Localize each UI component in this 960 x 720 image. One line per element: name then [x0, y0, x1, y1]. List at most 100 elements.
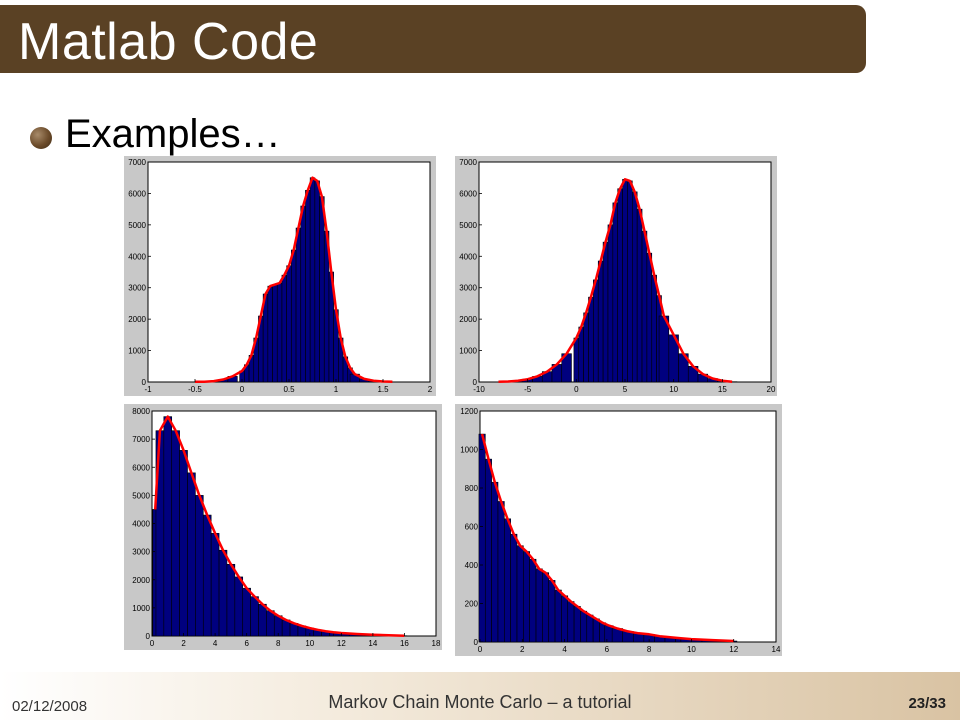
x-tick-label: 6	[244, 639, 249, 648]
histogram-bar	[607, 224, 614, 383]
fit-curve	[498, 178, 733, 384]
y-tick-label: 4000	[132, 520, 150, 529]
histogram-panel-1: -1 -0.5 0 0.5 1 1.5 2 0 1000 2000 3000 4000 5000 6000…	[124, 156, 436, 396]
histogram-bar	[484, 458, 492, 643]
histogram-bar	[658, 315, 670, 383]
x-tick-label: 2	[520, 645, 525, 654]
bullet-icon	[30, 127, 52, 149]
histogram-bar	[497, 501, 505, 643]
x-tick-label: -0.5	[188, 385, 202, 394]
histogram-bar	[266, 610, 275, 637]
x-tick-label: 0	[150, 639, 155, 648]
fit-curve	[194, 176, 393, 384]
slide-title: Matlab Code	[18, 13, 319, 71]
y-tick-label: 0	[473, 378, 478, 387]
y-tick-label: 600	[465, 523, 479, 532]
histogram-bar	[523, 551, 530, 643]
x-tick-label: 4	[213, 639, 218, 648]
y-tick-label: 6000	[128, 189, 146, 198]
x-tick-label: 8	[647, 645, 652, 654]
histogram-bar	[234, 576, 244, 637]
histogram-bar	[179, 450, 188, 637]
x-tick-label: 0	[478, 645, 483, 654]
y-tick-label: 8000	[132, 407, 150, 416]
histogram-bar	[554, 589, 562, 643]
x-tick-label: 18	[432, 639, 441, 648]
histogram-bar	[272, 284, 278, 383]
y-tick-label: 7000	[132, 435, 150, 444]
y-tick-label: 2000	[459, 315, 477, 324]
x-tick-label: 10	[669, 385, 678, 394]
x-tick-label: 14	[772, 645, 781, 654]
x-tick-label: 6	[605, 645, 610, 654]
histogram-panel-3: 0 2 4 6 8 10 12 14 16 18 0 1000 2000 3000 4000 5000 6000…	[124, 404, 442, 650]
y-tick-label: 0	[142, 378, 147, 387]
histogram-bar	[580, 610, 588, 643]
x-tick-label: 0	[574, 385, 579, 394]
footer-date: 02/12/2008	[12, 698, 88, 715]
histogram-bar	[529, 558, 537, 643]
y-tick-label: 5000	[459, 221, 477, 230]
x-tick-label: 10	[687, 645, 696, 654]
histogram-bar	[281, 274, 287, 383]
y-tick-label: 200	[465, 600, 479, 609]
histogram-bar	[171, 430, 180, 637]
y-tick-label: 1000	[459, 347, 477, 356]
histogram-bar	[305, 189, 311, 383]
page-number: 23/33	[908, 695, 946, 712]
histogram-bar	[588, 296, 594, 383]
fit-curve	[480, 433, 734, 643]
histogram-bar	[622, 178, 628, 383]
y-tick-label: 7000	[128, 158, 146, 167]
x-tick-label: 10	[305, 639, 314, 648]
histogram-chart-3: 0 2 4 6 8 10 12 14 16 18 0 1000 2000 3000 4000 5000 6000…	[132, 407, 441, 648]
histogram-bar	[273, 615, 283, 637]
title-bar: Matlab Code	[0, 5, 866, 73]
histogram-bar	[242, 587, 251, 637]
histogram-bar	[516, 545, 524, 643]
histogram-bar	[542, 572, 550, 643]
histogram-bar	[510, 533, 518, 643]
histogram-bar	[202, 514, 212, 637]
y-tick-label: 3000	[132, 548, 150, 557]
y-tick-label: 400	[465, 561, 479, 570]
y-tick-label: 3000	[128, 284, 146, 293]
histogram-bar	[258, 603, 267, 637]
x-tick-label: 1	[334, 385, 339, 394]
x-tick-label: 20	[767, 385, 776, 394]
histogram-panel-4: 0 2 4 6 8 10 12 14 0 200 400 600 800 1000 1200	[455, 404, 782, 656]
histogram-bar	[583, 312, 589, 383]
histogram-bar	[535, 568, 543, 643]
histogram-bar	[210, 533, 220, 637]
histogram-bar	[593, 279, 599, 383]
histogram-bar	[319, 196, 325, 383]
histogram-bar	[226, 563, 236, 637]
y-tick-label: 7000	[459, 158, 477, 167]
y-tick-label: 0	[474, 638, 479, 647]
x-tick-label: 4	[562, 645, 567, 654]
histogram-bar	[276, 282, 283, 383]
histogram-bar	[651, 274, 657, 383]
bullet-text: Examples…	[65, 112, 281, 156]
histogram-bar	[504, 518, 511, 643]
histogram-bar	[592, 618, 600, 643]
x-tick-label: 16	[400, 639, 409, 648]
histogram-bar	[195, 495, 204, 637]
histogram-bar	[187, 472, 196, 637]
x-tick-label: -5	[524, 385, 532, 394]
footer: 02/12/2008 Markov Chain Monte Carlo – a …	[0, 672, 960, 720]
histogram-bar	[314, 180, 320, 383]
histogram-chart-4: 0 2 4 6 8 10 12 14 0 200 400 600 800 1000 1200	[460, 407, 781, 654]
histogram-bar	[636, 208, 643, 383]
footer-title: Markov Chain Monte Carlo – a tutorial	[328, 692, 632, 712]
histogram-panel-2: -10 -5 0 5 10 15 20 0 1000 2000 3000 4000 5000 6000 70…	[455, 156, 777, 396]
x-tick-label: 2	[428, 385, 433, 394]
histogram-bar	[567, 601, 575, 643]
histogram-chart-2: -10 -5 0 5 10 15 20 0 1000 2000 3000 4000 5000 6000 70…	[459, 158, 776, 394]
histogram-bar	[291, 249, 297, 383]
y-tick-label: 5000	[128, 221, 146, 230]
x-tick-label: 8	[276, 639, 281, 648]
x-tick-label: 0.5	[283, 385, 295, 394]
histogram-bar	[627, 180, 633, 383]
histogram-bar	[491, 481, 499, 643]
